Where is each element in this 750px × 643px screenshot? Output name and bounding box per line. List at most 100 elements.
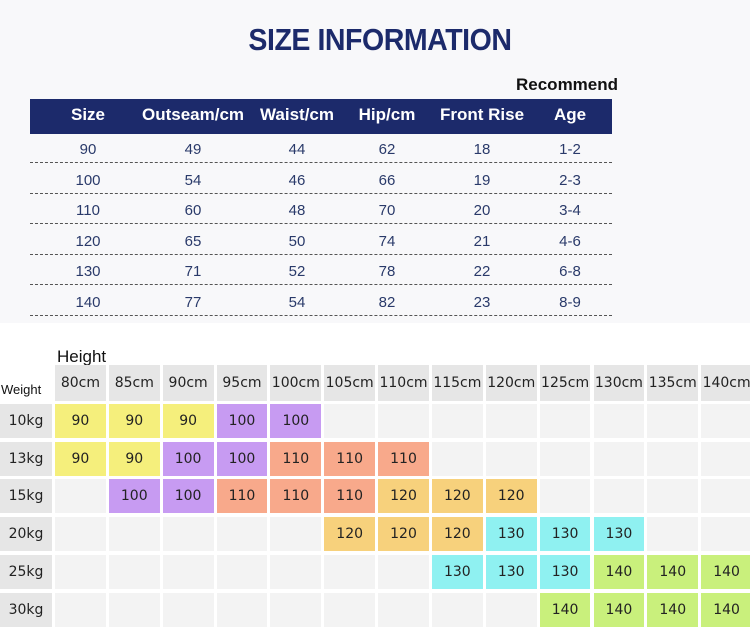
empty-cell <box>431 441 483 476</box>
empty-cell <box>647 441 699 476</box>
empty-cell <box>593 479 645 514</box>
empty-cell <box>162 517 214 552</box>
size-cell: 90 <box>108 441 160 476</box>
empty-cell <box>216 554 268 589</box>
weight-header: 25kg <box>0 554 52 589</box>
size-cell: 100 <box>162 479 214 514</box>
empty-cell <box>162 592 214 627</box>
height-header: 130cm <box>593 365 645 401</box>
row-divider <box>30 253 612 255</box>
empty-cell <box>55 479 106 514</box>
size-cell: 140 <box>701 592 750 627</box>
empty-cell <box>539 479 591 514</box>
height-header: 140cm <box>701 365 750 401</box>
cell: 54 <box>288 294 306 311</box>
empty-cell <box>701 441 750 476</box>
empty-cell <box>647 517 699 552</box>
cell: 77 <box>184 294 202 311</box>
size-cell: 130 <box>539 554 591 589</box>
cell: 71 <box>184 263 202 281</box>
height-header: 80cm <box>55 365 106 401</box>
size-cell: 90 <box>55 404 106 438</box>
cell: 2-3 <box>559 171 581 189</box>
row-divider <box>30 223 612 225</box>
cell: 70 <box>378 202 396 220</box>
column-header: Front Rise <box>439 105 525 124</box>
cell: 22 <box>473 263 491 281</box>
size-cell: 140 <box>647 592 699 627</box>
empty-cell <box>539 404 591 438</box>
cell: 1-2 <box>559 141 581 158</box>
height-header: 125cm <box>539 365 591 401</box>
column-header: Age <box>553 105 587 124</box>
cell: 6-8 <box>559 263 581 281</box>
empty-cell <box>431 404 483 438</box>
size-cell: 140 <box>647 554 699 589</box>
empty-cell <box>270 554 322 589</box>
cell: 140 <box>75 294 101 311</box>
empty-cell <box>55 517 106 552</box>
cell: 60 <box>184 202 202 220</box>
row-divider <box>30 192 612 194</box>
empty-cell <box>55 554 106 589</box>
height-header: 110cm <box>378 365 429 401</box>
empty-cell <box>108 554 160 589</box>
row-divider <box>30 315 612 316</box>
empty-cell <box>431 592 483 627</box>
empty-cell <box>324 404 376 438</box>
empty-cell <box>485 404 537 438</box>
cell: 48 <box>288 202 306 220</box>
cell: 50 <box>288 232 306 250</box>
empty-cell <box>378 554 429 589</box>
cell: 21 <box>473 232 491 250</box>
weight-header: 13kg <box>0 441 52 476</box>
empty-cell <box>378 592 429 627</box>
weight-header: 10kg <box>0 404 52 438</box>
cell: 8-9 <box>559 294 581 311</box>
cell: 44 <box>288 141 306 158</box>
recommend-label: Recommend <box>516 75 619 94</box>
empty-cell <box>701 517 750 552</box>
size-cell: 110 <box>324 479 376 514</box>
empty-cell <box>647 479 699 514</box>
cell: 18 <box>473 141 491 158</box>
size-cell: 100 <box>162 441 214 476</box>
size-cell: 140 <box>593 554 645 589</box>
empty-cell <box>108 517 160 552</box>
empty-cell <box>324 554 376 589</box>
size-section <box>0 0 750 323</box>
cell: 78 <box>378 263 396 281</box>
empty-cell <box>593 404 645 438</box>
column-header: Waist/cm <box>259 105 335 124</box>
column-header: Hip/cm <box>358 105 416 124</box>
cell: 23 <box>473 294 491 311</box>
size-cell: 140 <box>539 592 591 627</box>
size-cell: 140 <box>701 554 750 589</box>
cell: 20 <box>473 202 491 220</box>
size-cell: 130 <box>485 517 537 552</box>
cell: 54 <box>184 171 202 189</box>
cell: 130 <box>75 263 101 281</box>
height-header: 120cm <box>485 365 537 401</box>
height-header: 115cm <box>431 365 483 401</box>
size-cell: 120 <box>324 517 376 552</box>
height-header: 85cm <box>108 365 160 401</box>
size-cell: 100 <box>216 441 268 476</box>
size-cell: 130 <box>431 554 483 589</box>
size-cell: 110 <box>270 479 322 514</box>
weight-header: 30kg <box>0 592 52 627</box>
size-cell: 110 <box>324 441 376 476</box>
size-cell: 90 <box>162 404 214 438</box>
size-cell: 110 <box>270 441 322 476</box>
size-cell: 90 <box>55 441 106 476</box>
empty-cell <box>324 592 376 627</box>
size-cell: 90 <box>108 404 160 438</box>
height-header: 100cm <box>270 365 322 401</box>
cell: 19 <box>473 171 491 189</box>
cell: 3-4 <box>559 202 581 220</box>
size-cell: 140 <box>593 592 645 627</box>
size-cell: 100 <box>216 404 268 438</box>
empty-cell <box>539 441 591 476</box>
cell: 110 <box>76 202 100 220</box>
cell: 65 <box>184 232 202 250</box>
